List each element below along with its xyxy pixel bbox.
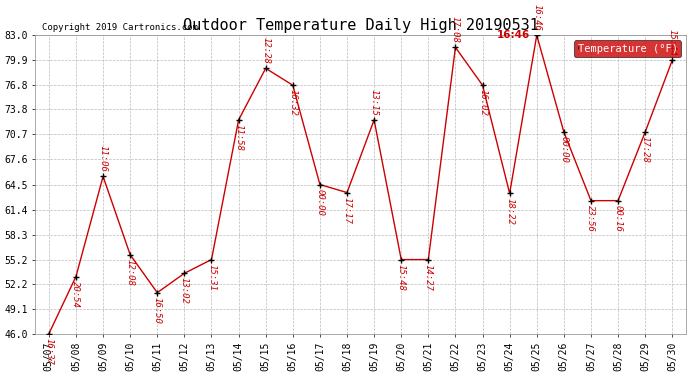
Text: 13:02: 13:02 (180, 278, 189, 304)
Text: 00:00: 00:00 (560, 136, 569, 163)
Text: 14:27: 14:27 (424, 264, 433, 291)
Text: 17:08: 17:08 (451, 16, 460, 43)
Text: 16:32: 16:32 (288, 89, 297, 116)
Legend: Temperature (°F): Temperature (°F) (574, 40, 680, 57)
Text: 00:16: 00:16 (613, 205, 622, 232)
Text: 16:46: 16:46 (497, 30, 530, 40)
Text: 11:58: 11:58 (234, 124, 243, 151)
Text: 23:56: 23:56 (586, 205, 595, 232)
Text: 17:28: 17:28 (641, 136, 650, 163)
Title: Outdoor Temperature Daily High 20190531: Outdoor Temperature Daily High 20190531 (183, 18, 538, 33)
Text: 16:02: 16:02 (478, 89, 487, 116)
Text: 17:17: 17:17 (342, 197, 351, 223)
Text: 16:50: 16:50 (152, 297, 161, 324)
Text: 12:08: 12:08 (126, 259, 135, 286)
Text: 13:15: 13:15 (370, 89, 379, 116)
Text: 00:00: 00:00 (315, 189, 324, 216)
Text: Copyright 2019 Cartronics.com: Copyright 2019 Cartronics.com (42, 23, 198, 32)
Text: 11:06: 11:06 (99, 146, 108, 172)
Text: 16:37: 16:37 (44, 338, 53, 365)
Text: 18:22: 18:22 (505, 198, 514, 224)
Text: 15:48: 15:48 (397, 264, 406, 291)
Text: 12:28: 12:28 (262, 37, 270, 64)
Text: 15:44: 15:44 (668, 29, 677, 56)
Text: 15:31: 15:31 (207, 264, 216, 291)
Text: 16:46: 16:46 (532, 4, 541, 31)
Text: 20:54: 20:54 (72, 280, 81, 308)
